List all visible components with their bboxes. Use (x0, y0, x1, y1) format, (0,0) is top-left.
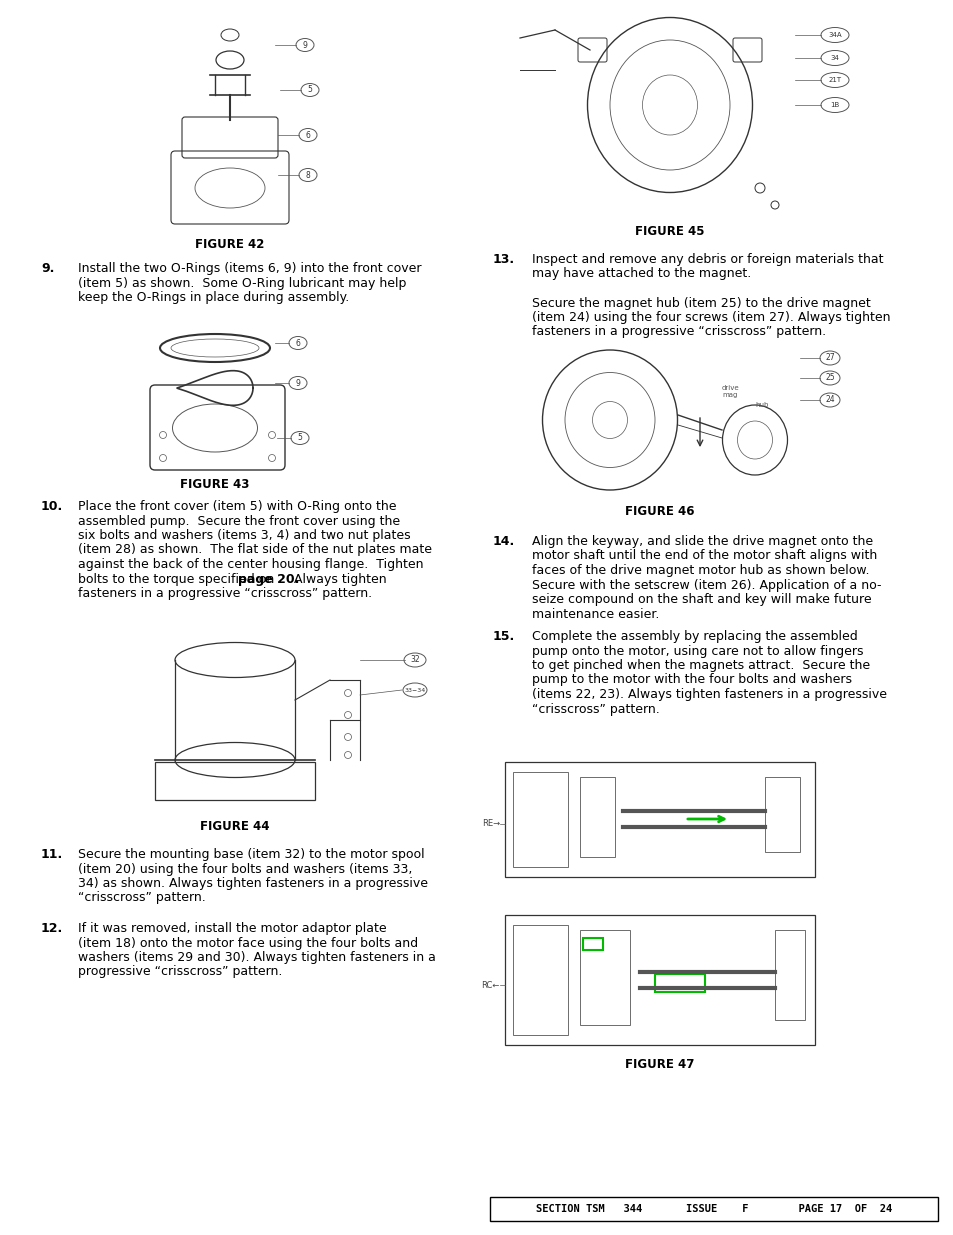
Bar (579, 777, 615, 857)
Text: Inspect and remove any debris or foreign materials that: Inspect and remove any debris or foreign… (532, 253, 882, 266)
Text: 8: 8 (305, 170, 310, 179)
Text: 25: 25 (824, 373, 834, 383)
Text: fasteners in a progressive “crisscross” pattern.: fasteners in a progressive “crisscross” … (78, 587, 372, 600)
Bar (513, 925, 567, 1035)
Text: (item 20) using the four bolts and washers (items 33,: (item 20) using the four bolts and washe… (78, 862, 412, 876)
Bar (774, 930, 804, 1020)
Text: 6: 6 (305, 131, 310, 140)
Text: Complete the assembly by replacing the assembled: Complete the assembly by replacing the a… (532, 630, 857, 643)
Text: maintenance easier.: maintenance easier. (532, 608, 659, 620)
Text: 9: 9 (295, 378, 300, 388)
Text: faces of the drive magnet motor hub as shown below.: faces of the drive magnet motor hub as s… (532, 564, 868, 577)
Text: may have attached to the magnet.: may have attached to the magnet. (532, 268, 750, 280)
Text: 24: 24 (824, 395, 834, 405)
Text: (item 24) using the four screws (item 27). Always tighten: (item 24) using the four screws (item 27… (532, 311, 889, 324)
Text: to get pinched when the magnets attract.  Secure the: to get pinched when the magnets attract.… (532, 659, 869, 672)
Text: 9: 9 (302, 41, 307, 49)
Text: FIGURE 46: FIGURE 46 (624, 505, 694, 517)
Bar (513, 772, 567, 867)
Text: 15.: 15. (493, 630, 515, 643)
Text: 9.: 9. (41, 262, 54, 275)
Text: 12.: 12. (41, 923, 63, 935)
Bar (579, 930, 629, 1025)
Bar (490, 1197, 937, 1221)
Text: FIGURE 45: FIGURE 45 (635, 225, 704, 238)
Text: Secure the mounting base (item 32) to the motor spool: Secure the mounting base (item 32) to th… (78, 848, 424, 861)
Text: pump to the motor with the four bolts and washers: pump to the motor with the four bolts an… (532, 673, 851, 687)
Text: six bolts and washers (items 3, 4) and two nut plates: six bolts and washers (items 3, 4) and t… (78, 529, 410, 542)
Text: FIGURE 47: FIGURE 47 (624, 1058, 694, 1071)
Text: Always tighten: Always tighten (286, 573, 386, 585)
Text: (item 5) as shown.  Some O-Ring lubricant may help: (item 5) as shown. Some O-Ring lubricant… (78, 277, 406, 289)
Text: against the back of the center housing flange.  Tighten: against the back of the center housing f… (78, 558, 423, 571)
Text: (item 18) onto the motor face using the four bolts and: (item 18) onto the motor face using the … (78, 936, 417, 950)
Text: motor shaft until the end of the motor shaft aligns with: motor shaft until the end of the motor s… (532, 550, 877, 562)
Text: 27: 27 (824, 353, 834, 363)
Bar (764, 777, 800, 852)
Bar (504, 915, 814, 1045)
Text: 21T: 21T (827, 77, 841, 83)
Text: 32: 32 (410, 656, 419, 664)
Text: page 20.: page 20. (237, 573, 299, 585)
Text: FIGURE 42: FIGURE 42 (195, 238, 264, 251)
Text: RE→: RE→ (481, 820, 499, 829)
Text: hub: hub (755, 403, 768, 408)
Text: washers (items 29 and 30). Always tighten fasteners in a: washers (items 29 and 30). Always tighte… (78, 951, 436, 965)
Text: keep the O-Rings in place during assembly.: keep the O-Rings in place during assembl… (78, 291, 349, 304)
Text: 34: 34 (830, 56, 839, 61)
Text: 34A: 34A (827, 32, 841, 38)
Text: “crisscross” pattern.: “crisscross” pattern. (532, 703, 659, 715)
Text: 5: 5 (297, 433, 302, 442)
Text: pump onto the motor, using care not to allow fingers: pump onto the motor, using care not to a… (532, 645, 862, 657)
Text: (items 22, 23). Always tighten fasteners in a progressive: (items 22, 23). Always tighten fasteners… (532, 688, 886, 701)
Text: 6: 6 (295, 338, 300, 347)
Text: SECTION TSM   344       ISSUE    F        PAGE 17  OF  24: SECTION TSM 344 ISSUE F PAGE 17 OF 24 (536, 1204, 891, 1214)
Text: assembled pump.  Secure the front cover using the: assembled pump. Secure the front cover u… (78, 515, 399, 527)
Text: Install the two O-Rings (items 6, 9) into the front cover: Install the two O-Rings (items 6, 9) int… (78, 262, 421, 275)
Text: Secure the magnet hub (item 25) to the drive magnet: Secure the magnet hub (item 25) to the d… (532, 296, 870, 310)
Text: RC←: RC← (481, 981, 499, 989)
Bar (582, 939, 602, 950)
Text: 11.: 11. (41, 848, 63, 861)
Text: “crisscross” pattern.: “crisscross” pattern. (78, 892, 206, 904)
Text: (item 28) as shown.  The flat side of the nut plates mate: (item 28) as shown. The flat side of the… (78, 543, 432, 557)
Text: FIGURE 43: FIGURE 43 (180, 478, 250, 492)
Text: 10.: 10. (41, 500, 63, 513)
Text: 5: 5 (307, 85, 313, 95)
Text: Place the front cover (item 5) with O-Ring onto the: Place the front cover (item 5) with O-Ri… (78, 500, 396, 513)
Text: progressive “crisscross” pattern.: progressive “crisscross” pattern. (78, 966, 282, 978)
Text: fasteners in a progressive “crisscross” pattern.: fasteners in a progressive “crisscross” … (532, 326, 825, 338)
Bar (504, 762, 814, 877)
Text: 1B: 1B (829, 103, 839, 107)
Text: 14.: 14. (493, 535, 515, 548)
Text: 33−34: 33−34 (404, 688, 425, 693)
Text: seize compound on the shaft and key will make future: seize compound on the shaft and key will… (532, 593, 871, 606)
Text: If it was removed, install the motor adaptor plate: If it was removed, install the motor ada… (78, 923, 386, 935)
Bar (154, 762, 314, 800)
Text: Align the keyway, and slide the drive magnet onto the: Align the keyway, and slide the drive ma… (532, 535, 872, 548)
Bar (655, 974, 704, 992)
Text: 34) as shown. Always tighten fasteners in a progressive: 34) as shown. Always tighten fasteners i… (78, 877, 428, 890)
Text: 13.: 13. (493, 253, 515, 266)
Text: bolts to the torque specified on: bolts to the torque specified on (78, 573, 278, 585)
Text: FIGURE 44: FIGURE 44 (200, 820, 270, 832)
Text: Secure with the setscrew (item 26). Application of a no-: Secure with the setscrew (item 26). Appl… (532, 578, 881, 592)
Text: drive
mag: drive mag (720, 385, 738, 398)
